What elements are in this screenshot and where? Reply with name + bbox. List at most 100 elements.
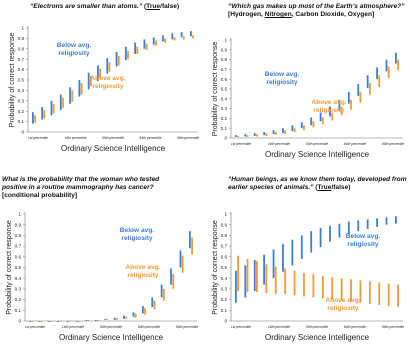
above-religiosity-ci-bar [293,270,296,296]
above-religiosity-ci-bar [359,280,362,303]
above-religiosity-ci-bar [80,83,83,95]
above-religiosity-label: Above avg. [325,297,360,304]
answer-option: /false) [331,184,351,191]
above-religiosity-ci-bar [31,321,33,322]
above-religiosity-ci-bar [117,56,120,66]
y-tick-label: 0.7 [18,57,25,62]
chart-title: “Which gas makes up most of the Earth’s … [228,3,410,19]
chart-panel-electrons: “Electrons are smaller than atoms.” (Tru… [0,0,205,174]
below-religiosity-ci-bar [50,100,53,116]
below-religiosity-ci-bar [134,42,137,54]
chart-svg: 0 0.1 0.2 0.3 0.4 0.5 0.6 0.7 0.8 0.9 1 Probability… [6,212,198,342]
y-tick-label: 0.1 [221,126,228,131]
y-tick-label: 0.4 [18,88,25,93]
above-religiosity-ci-bar [265,133,268,137]
above-religiosity-ci-bar [256,261,258,293]
below-religiosity-ci-bar [94,319,97,321]
above-religiosity-ci-bar [52,103,55,114]
above-religiosity-ci-bar [87,319,90,321]
below-religiosity-label: Below avg. [57,42,92,49]
below-religiosity-label: religiosity [58,50,89,57]
y-tick-label: 0.5 [18,78,25,83]
above-religiosity-ci-bar [50,321,52,322]
question-text: “Electrons are smaller than atoms.” [30,3,143,10]
below-religiosity-ci-bar [395,216,397,224]
y-tick-label: 0.2 [18,109,25,114]
below-religiosity-ci-bar [291,239,294,266]
above-religiosity-ci-bar [284,130,287,135]
above-religiosity-ci-bar [368,83,371,95]
chart-svg: 0 0.1 0.2 0.3 0.4 0.5 0.6 0.7 0.8 0.9 1 Probability… [9,26,199,153]
y-tick-label: 0.7 [221,67,228,72]
below-religiosity-ci-bar [300,235,303,259]
answer-option: [conditional probability] [2,192,78,199]
y-axis-label: Probability of correct response [9,33,16,128]
below-religiosity-ci-bar [113,317,116,320]
below-religiosity-ci-bar [385,217,388,225]
below-religiosity-ci-bar [244,134,247,137]
below-religiosity-ci-bar [357,220,360,232]
below-religiosity-ci-bar [179,250,182,268]
below-religiosity-ci-bar [123,315,125,319]
chart-title: What is the probability that the woman w… [2,176,180,200]
y-tick-label: 1 [224,38,227,43]
above-religiosity-ci-bar [134,313,137,318]
y-tick-label: 0.8 [18,46,25,51]
below-religiosity-ci-bar [190,31,192,37]
y-tick-label: 0.2 [221,116,228,121]
below-religiosity-ci-bar [162,35,164,42]
below-religiosity-ci-bar [66,321,69,322]
below-religiosity-ci-bar [76,321,78,322]
above-religiosity-ci-bar [71,90,74,102]
below-religiosity-ci-bar [38,321,41,322]
y-tick-label: 0.9 [15,222,22,227]
y-axis-label: Probability of correct response [212,220,219,315]
above-religiosity-ci-bar [378,282,381,305]
y-tick-label: 0.8 [221,233,228,238]
x-tick-label: 84th percentile [344,325,366,329]
above-religiosity-ci-bar [40,321,43,322]
above-religiosity-ci-bar [340,278,343,301]
x-tick-label: 1st percentile [25,325,45,329]
x-tick-label: 99th percentile [382,142,404,146]
x-tick-label: 84th percentile [139,136,161,140]
below-religiosity-ci-bar [141,306,144,314]
below-religiosity-ci-bar [310,117,313,126]
x-tick-label: 1st percentile [231,142,251,146]
below-religiosity-ci-bar [97,65,99,82]
y-tick-label: 1 [18,212,21,217]
below-religiosity-ci-bar [59,94,62,111]
below-religiosity-label: Below avg. [265,71,300,78]
above-religiosity-label: religiosity [313,107,344,114]
chart-title: “Electrons are smaller than atoms.” (Tru… [30,3,202,11]
below-religiosity-ci-bar [253,133,256,137]
answer-option: [Hydrogen, [228,11,265,18]
y-tick-label: 0.3 [18,98,25,103]
above-religiosity-ci-bar [331,277,334,300]
answer-option: /false) [160,3,180,10]
x-tick-label: 50th percentile [100,325,122,329]
y-tick-label: 0.8 [221,57,228,62]
above-religiosity-ci-bar [237,136,239,138]
x-axis-label: Ordinary Science Intelligence [61,144,166,153]
y-tick-label: 0 [18,319,21,324]
above-religiosity-ci-bar [284,268,287,295]
above-religiosity-label: religiosity [327,305,358,312]
below-religiosity-ci-bar [263,254,266,285]
below-religiosity-ci-bar [69,87,71,104]
above-religiosity-ci-bar [136,46,139,54]
x-tick-label: 16th percentile [62,325,84,329]
below-religiosity-ci-bar [329,225,331,242]
below-religiosity-ci-bar [171,33,174,40]
below-religiosity-ci-bar [253,260,256,292]
y-axis-label: Probability of correct response [212,42,219,137]
above-religiosity-ci-bar [293,128,296,133]
x-tick-label: 99th percentile [176,325,198,329]
x-tick-label: 1st percentile [28,136,48,140]
above-religiosity-ci-bar [172,273,175,289]
below-religiosity-ci-bar [124,46,127,61]
question-text: What is the probability that the woman w… [2,176,160,191]
y-tick-label: 0.2 [15,297,22,302]
below-religiosity-ci-bar [106,58,109,74]
x-tick-label: 50th percentile [102,136,124,140]
